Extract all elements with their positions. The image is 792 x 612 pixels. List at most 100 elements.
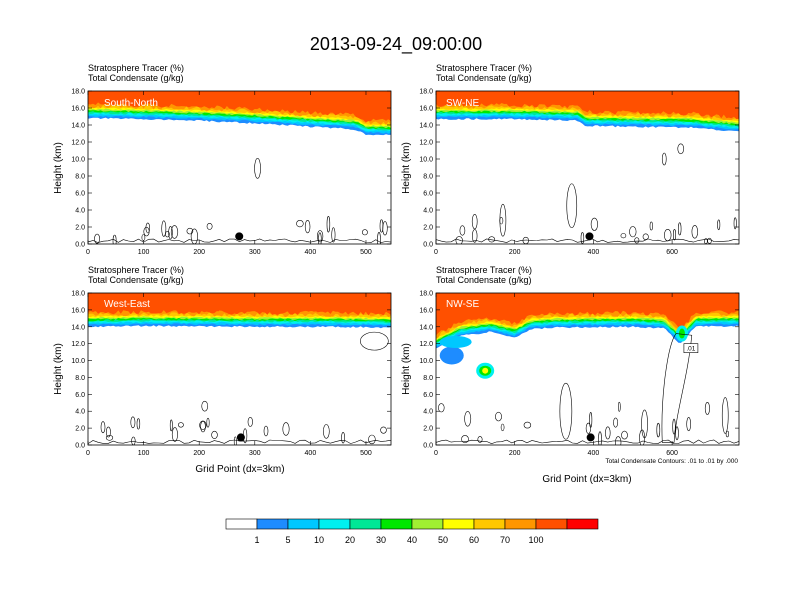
- legend-swatch: [535, 518, 568, 530]
- condensate-contour: [304, 220, 311, 234]
- tracer-streak: [166, 94, 168, 105]
- tracer-streak: [226, 295, 229, 312]
- x-tick-label: 0: [434, 450, 438, 457]
- tracer-intrusion: [678, 328, 685, 339]
- condensate-contour: [617, 401, 621, 412]
- x-tick-label: 200: [509, 249, 521, 256]
- tracer-streak: [731, 97, 735, 116]
- condensate-contour: [130, 416, 136, 429]
- tracer-streak: [100, 91, 102, 104]
- x-tick-label: 400: [588, 249, 600, 256]
- x-tick-label: 200: [193, 450, 205, 457]
- tracer-streak: [100, 294, 103, 312]
- legend-label: 70: [500, 535, 510, 545]
- condensate-contour: [455, 236, 463, 244]
- tracer-streak: [312, 293, 316, 312]
- tracer-streak: [731, 297, 733, 311]
- tracer-streak: [574, 306, 577, 313]
- tracer-streak: [383, 304, 386, 313]
- legend-label: 60: [469, 535, 479, 545]
- condensate-contour: [360, 331, 389, 351]
- condensate-contour: [326, 216, 331, 233]
- tracer-streak: [130, 295, 134, 311]
- tracer-streak: [478, 95, 482, 104]
- y-tick-label: 6.0: [75, 191, 85, 198]
- legend-swatch: [566, 518, 599, 530]
- tracer-streak: [95, 296, 98, 312]
- plot-area: 0.0 2.0 4.0 6.0 8.0 10.0 12.0 14.0 16.0 18.0 0 100 2…: [71, 89, 392, 256]
- tracer-streak: [590, 102, 593, 111]
- y-axis-title: Height (km): [53, 142, 64, 194]
- condensate-contour: [649, 221, 653, 231]
- panel-south-north: Stratosphere Tracer (%) Total Condensate…: [53, 63, 392, 256]
- x-tick-label: 500: [360, 450, 372, 457]
- condensate-contour: [472, 229, 478, 243]
- tracer-streak: [494, 91, 496, 104]
- condensate-contour: [282, 422, 290, 436]
- condensate-contour: [621, 430, 628, 440]
- tracer-streak: [247, 293, 249, 312]
- tracer-streak: [247, 94, 251, 108]
- condensate-contour: [495, 411, 502, 422]
- condensate-contour: [296, 220, 304, 228]
- condensate-contour: [523, 421, 532, 429]
- tracer-streak: [448, 91, 451, 104]
- y-tick-label: 0.0: [75, 443, 85, 450]
- tracer-streak: [519, 95, 522, 104]
- tracer-streak: [564, 92, 568, 106]
- y-tick-label: 6.0: [75, 392, 85, 399]
- tracer-streak: [110, 305, 112, 312]
- condensate-contour: [105, 434, 114, 441]
- y-tick-label: 18.0: [71, 89, 85, 96]
- tracer-streak: [110, 94, 114, 104]
- figure-title: 2013-09-24_09:00:00: [310, 34, 482, 55]
- tracer-streak: [90, 293, 93, 312]
- y-axis-title: Height (km): [401, 142, 412, 194]
- condensate-contour: [136, 418, 141, 430]
- panel-line2: Total Condensate (g/kg): [88, 73, 184, 83]
- tracer-streak: [125, 302, 129, 311]
- condensate-contour: [186, 227, 194, 235]
- y-axis-title: Height (km): [401, 343, 412, 395]
- condensate-contour: [672, 229, 676, 241]
- y-tick-label: 12.0: [71, 341, 85, 348]
- y-tick-label: 16.0: [71, 106, 85, 113]
- condensate-contour: [461, 435, 469, 444]
- condensate-contour: [177, 422, 184, 428]
- contour-label: .01: [686, 346, 695, 353]
- condensate-contour: [704, 401, 710, 415]
- y-tick-label: 4.0: [75, 208, 85, 215]
- tracer-streak: [383, 106, 386, 120]
- tracer-streak: [373, 297, 376, 313]
- tracer-streak: [211, 297, 215, 312]
- tracer-streak: [645, 300, 649, 313]
- condensate-contour: [199, 420, 207, 430]
- condensate-contour: [170, 225, 179, 239]
- tracer-streak: [605, 97, 608, 111]
- tracer-streak: [151, 91, 154, 104]
- condensate-contour: [201, 400, 209, 412]
- x-tick-label: 0: [434, 249, 438, 256]
- tracer-intrusion: [439, 335, 472, 348]
- tracer-streak: [201, 295, 204, 312]
- panel-name: South-North: [104, 98, 158, 109]
- panel-line2: Total Condensate (g/kg): [436, 73, 532, 83]
- y-tick-label: 10.0: [419, 358, 433, 365]
- tracer-streak: [343, 299, 345, 312]
- tracer-streak: [191, 302, 194, 312]
- tracer-streak: [176, 304, 178, 311]
- x-tick-label: 300: [249, 450, 261, 457]
- tracer-streak: [665, 303, 668, 315]
- y-axis-title: Height (km): [53, 343, 64, 395]
- y-tick-label: 16.0: [71, 307, 85, 314]
- tracer-streak: [660, 302, 664, 314]
- tracer-streak: [615, 99, 618, 112]
- tracer-streak: [726, 295, 728, 311]
- condensate-contour: [318, 232, 322, 244]
- legend-label: 30: [376, 535, 386, 545]
- y-tick-label: 12.0: [419, 341, 433, 348]
- x-tick-label: 400: [305, 249, 317, 256]
- panel-west-east: Stratosphere Tracer (%) Total Condensate…: [53, 265, 392, 475]
- y-tick-label: 8.0: [423, 174, 433, 181]
